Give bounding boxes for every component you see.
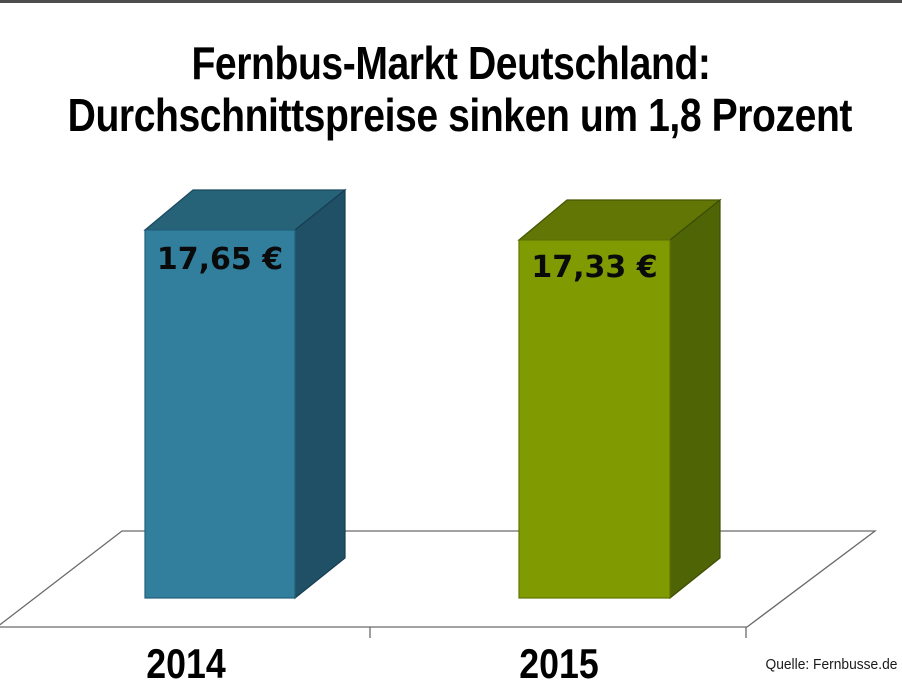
category-label-2015: 2015 bbox=[519, 640, 599, 685]
value-label-2015: 17,33 € bbox=[531, 250, 658, 285]
bar-2014-side-face bbox=[294, 188, 346, 600]
bar-2014 bbox=[143, 188, 347, 600]
chart-title: Fernbus-Markt Deutschland: Durchschnitts… bbox=[67, 37, 853, 141]
floor-plane bbox=[0, 530, 877, 628]
bar-2014-front-face bbox=[144, 229, 296, 599]
bar-2015-front-face bbox=[518, 239, 671, 599]
category-label-2014: 2014 bbox=[146, 640, 226, 685]
bar-2015-side-face bbox=[669, 198, 721, 600]
chart-title-line2: Durchschnittspreise sinken um 1,8 Prozen… bbox=[67, 89, 853, 141]
chart-title-line1: Fernbus-Markt Deutschland: bbox=[191, 37, 711, 89]
top-border bbox=[0, 0, 902, 3]
bar-2015 bbox=[517, 198, 722, 600]
source-note: Quelle: Fernbusse.de bbox=[765, 656, 897, 673]
value-label-2014: 17,65 € bbox=[156, 242, 284, 277]
